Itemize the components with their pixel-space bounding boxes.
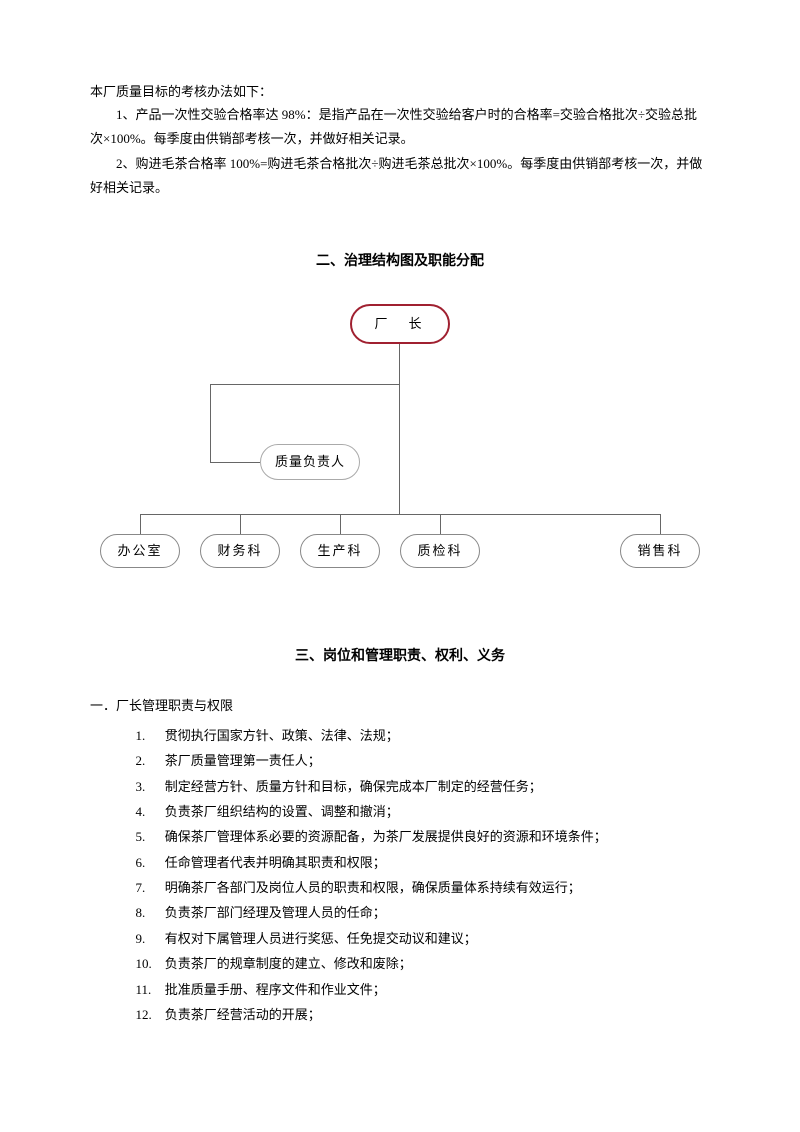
- duty-item: 10. 负责茶厂的规章制度的建立、修改和废除；: [136, 952, 711, 975]
- item-number: 9.: [136, 927, 162, 950]
- item-number: 5.: [136, 825, 162, 848]
- duty-item: 1. 贯彻执行国家方针、政策、法律、法规；: [136, 724, 711, 747]
- duty-item: 5. 确保茶厂管理体系必要的资源配备，为茶厂发展提供良好的资源和环境条件；: [136, 825, 711, 848]
- item-number: 12.: [136, 1003, 162, 1026]
- chart-line: [140, 514, 141, 534]
- duty-item: 7. 明确茶厂各部门及岗位人员的职责和权限，确保质量体系持续有效运行；: [136, 876, 711, 899]
- item-number: 7.: [136, 876, 162, 899]
- item-number: 8.: [136, 901, 162, 924]
- duty-item: 4. 负责茶厂组织结构的设置、调整和撤消；: [136, 800, 711, 823]
- intro-block: 本厂质量目标的考核办法如下： 1、产品一次性交验合格率达 98%：是指产品在一次…: [90, 80, 710, 199]
- item-text: 制定经营方针、质量方针和目标，确保完成本厂制定的经营任务；: [162, 779, 542, 794]
- item-number: 3.: [136, 775, 162, 798]
- intro-line: 本厂质量目标的考核办法如下：: [90, 80, 710, 103]
- item-text: 负责茶厂的规章制度的建立、修改和废除；: [162, 956, 412, 971]
- node-director: 厂 长: [350, 304, 450, 344]
- item-text: 任命管理者代表并明确其职责和权限；: [162, 855, 386, 870]
- section2-title: 二、治理结构图及职能分配: [90, 249, 710, 274]
- intro-p1: 1、产品一次性交验合格率达 98%：是指产品在一次性交验给客户时的合格率=交验合…: [90, 103, 710, 150]
- item-text: 负责茶厂经营活动的开展；: [162, 1007, 321, 1022]
- item-text: 批准质量手册、程序文件和作业文件；: [162, 982, 386, 997]
- node-quality-lead: 质量负责人: [260, 444, 360, 480]
- item-number: 4.: [136, 800, 162, 823]
- duty-item: 6. 任命管理者代表并明确其职责和权限；: [136, 851, 711, 874]
- chart-line: [660, 514, 661, 534]
- duty-item: 2. 茶厂质量管理第一责任人；: [136, 749, 711, 772]
- section3-subhead: 一．厂长管理职责与权限: [90, 694, 710, 717]
- item-number: 11.: [136, 978, 162, 1001]
- chart-line: [140, 514, 660, 515]
- item-text: 负责茶厂组织结构的设置、调整和撤消；: [162, 804, 399, 819]
- chart-line: [210, 462, 260, 463]
- duty-item: 3. 制定经营方针、质量方针和目标，确保完成本厂制定的经营任务；: [136, 775, 711, 798]
- item-number: 2.: [136, 749, 162, 772]
- item-text: 确保茶厂管理体系必要的资源配备，为茶厂发展提供良好的资源和环境条件；: [162, 829, 607, 844]
- item-text: 明确茶厂各部门及岗位人员的职责和权限，确保质量体系持续有效运行；: [162, 880, 581, 895]
- item-text: 有权对下属管理人员进行奖惩、任免提交动议和建议；: [162, 931, 477, 946]
- node-dept: 生产科: [300, 534, 380, 568]
- item-text: 负责茶厂部门经理及管理人员的任命；: [162, 905, 386, 920]
- duty-item: 12. 负责茶厂经营活动的开展；: [136, 1003, 711, 1026]
- duty-item: 11. 批准质量手册、程序文件和作业文件；: [136, 978, 711, 1001]
- intro-p2: 2、购进毛茶合格率 100%=购进毛茶合格批次÷购进毛茶总批次×100%。每季度…: [90, 152, 710, 199]
- item-number: 6.: [136, 851, 162, 874]
- chart-line: [399, 344, 400, 514]
- node-dept: 办公室: [100, 534, 180, 568]
- duty-item: 9. 有权对下属管理人员进行奖惩、任免提交动议和建议；: [136, 927, 711, 950]
- chart-line: [340, 514, 341, 534]
- item-text: 茶厂质量管理第一责任人；: [162, 753, 321, 768]
- item-number: 1.: [136, 724, 162, 747]
- org-chart: 厂 长 质量负责人 办公室 财务科 生产科 质检科 销售科: [90, 304, 710, 584]
- chart-line: [440, 514, 441, 534]
- duty-list: 1. 贯彻执行国家方针、政策、法律、法规；2. 茶厂质量管理第一责任人；3. 制…: [90, 724, 710, 1027]
- duty-item: 8. 负责茶厂部门经理及管理人员的任命；: [136, 901, 711, 924]
- item-text: 贯彻执行国家方针、政策、法律、法规；: [162, 728, 399, 743]
- chart-line: [210, 384, 211, 462]
- chart-line: [210, 384, 400, 385]
- item-number: 10.: [136, 952, 162, 975]
- node-dept: 质检科: [400, 534, 480, 568]
- node-dept: 财务科: [200, 534, 280, 568]
- chart-line: [240, 514, 241, 534]
- node-dept: 销售科: [620, 534, 700, 568]
- section3-title: 三、岗位和管理职责、权利、义务: [90, 644, 710, 669]
